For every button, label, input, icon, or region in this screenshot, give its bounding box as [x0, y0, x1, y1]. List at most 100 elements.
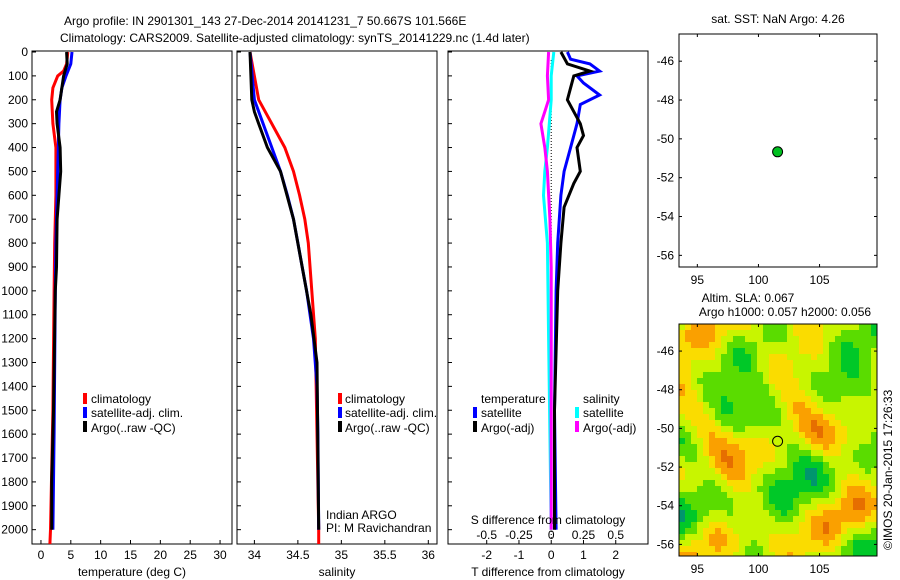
sla-heatmap-cell: [721, 468, 727, 474]
sla-heatmap-cell: [781, 510, 787, 516]
temperature-tick-label: 20: [154, 548, 168, 562]
sla-heatmap-cell: [811, 408, 817, 414]
depth-tick-label: 600: [8, 188, 28, 202]
sla-heatmap-cell: [787, 528, 793, 534]
sla-heatmap-cell: [847, 462, 853, 468]
sla-heatmap-cell: [685, 510, 691, 516]
sla-heatmap-cell: [763, 444, 769, 450]
sla-heatmap-cell: [841, 408, 847, 414]
sla-heatmap-cell: [691, 552, 697, 556]
sla-heatmap-cell: [799, 540, 805, 546]
sla-heatmap-cell: [745, 444, 751, 450]
sla-heatmap-cell: [811, 540, 817, 546]
sla-heatmap-cell: [835, 534, 841, 540]
sla-heatmap-cell: [829, 474, 835, 480]
sla-heatmap-cell: [817, 396, 823, 402]
sla-heatmap-cell: [685, 354, 691, 360]
sla-heatmap-cell: [865, 342, 871, 348]
sla-heatmap-cell: [739, 504, 745, 510]
sla-heatmap-cell: [715, 534, 721, 540]
sla-heatmap-cell: [775, 426, 781, 432]
sla-heatmap-cell: [739, 354, 745, 360]
sla-heatmap-cell: [745, 540, 751, 546]
sla-heatmap-cell: [871, 372, 877, 378]
sla-heatmap-cell: [871, 534, 877, 540]
latitude-tick-label: -50: [657, 132, 675, 146]
sla-heatmap-cell: [751, 378, 757, 384]
salinity-tick-label: 34.5: [286, 548, 310, 562]
sla-heatmap-cell: [679, 552, 685, 556]
difference-xlabel: T difference from climatology: [471, 565, 625, 579]
sla-heatmap-cell: [733, 384, 739, 390]
sla-heatmap-cell: [859, 432, 865, 438]
sla-heatmap-cell: [745, 420, 751, 426]
sla-heatmap-cell: [721, 420, 727, 426]
sla-heatmap-cell: [715, 372, 721, 378]
sla-heatmap-cell: [775, 456, 781, 462]
sla-heatmap-cell: [799, 384, 805, 390]
sla-heatmap-cell: [775, 396, 781, 402]
sla-heatmap-cell: [709, 498, 715, 504]
sla-heatmap-cell: [715, 522, 721, 528]
salinity-tick-label: 35.5: [373, 548, 397, 562]
legend-swatch-climatology: [338, 393, 342, 404]
sla-heatmap-cell: [751, 504, 757, 510]
sla-heatmap-cell: [697, 486, 703, 492]
sla-heatmap-cell: [847, 432, 853, 438]
sla-heatmap-cell: [697, 498, 703, 504]
sla-heatmap-cell: [715, 510, 721, 516]
sla-heatmap-cell: [679, 378, 685, 384]
sla-heatmap-cell: [733, 348, 739, 354]
sla-heatmap-cell: [691, 408, 697, 414]
sla-heatmap-cell: [685, 492, 691, 498]
sla-heatmap-cell: [775, 450, 781, 456]
sla-heatmap-cell: [835, 504, 841, 510]
sla-heatmap-cell: [841, 486, 847, 492]
sla-heatmap-cell: [757, 348, 763, 354]
sla-heatmap-cell: [805, 420, 811, 426]
sla-heatmap-cell: [691, 384, 697, 390]
sla-heatmap-cell: [769, 384, 775, 390]
sla-heatmap-cell: [841, 480, 847, 486]
sla-heatmap-cell: [787, 378, 793, 384]
sla-heatmap-cell: [811, 546, 817, 552]
sla-heatmap-cell: [835, 420, 841, 426]
sla-heatmap-cell: [823, 360, 829, 366]
sla-heatmap-cell: [763, 546, 769, 552]
sla-heatmap-cell: [847, 336, 853, 342]
sla-heatmap-cell: [817, 474, 823, 480]
sla-heatmap-cell: [865, 354, 871, 360]
sla-heatmap-cell: [679, 444, 685, 450]
sla-heatmap-cell: [763, 468, 769, 474]
series-line-s-argo-adj-: [539, 51, 553, 530]
legend-t-satellite: satellite: [481, 406, 522, 420]
sla-heatmap-cell: [823, 384, 829, 390]
sla-heatmap-cell: [715, 516, 721, 522]
latitude-tick-label: -52: [657, 171, 675, 185]
sla-heatmap-cell: [835, 360, 841, 366]
sla-heatmap-cell: [685, 504, 691, 510]
sla-heatmap-cell: [781, 438, 787, 444]
sla-heatmap-cell: [841, 426, 847, 432]
sla-heatmap-cell: [817, 366, 823, 372]
sla-heatmap-cell: [799, 486, 805, 492]
sla-heatmap-cell: [715, 498, 721, 504]
sla-heatmap-cell: [787, 498, 793, 504]
sla-heatmap-cell: [751, 540, 757, 546]
sla-heatmap-cell: [697, 426, 703, 432]
sla-heatmap-cell: [721, 450, 727, 456]
sla-heatmap-cell: [853, 474, 859, 480]
sla-heatmap-cell: [787, 534, 793, 540]
sla-heatmap-cell: [865, 510, 871, 516]
sla-heatmap-cell: [685, 498, 691, 504]
sla-heatmap-cell: [853, 372, 859, 378]
sla-heatmap-cell: [727, 504, 733, 510]
depth-tick-label: 1800: [1, 475, 28, 489]
sla-heatmap-cell: [709, 516, 715, 522]
sla-heatmap-cell: [853, 528, 859, 534]
sla-heatmap-cell: [697, 414, 703, 420]
sla-heatmap-cell: [817, 528, 823, 534]
sla-heatmap-cell: [871, 420, 877, 426]
salinity-xlabel: salinity: [319, 565, 356, 579]
sla-heatmap-cell: [817, 438, 823, 444]
